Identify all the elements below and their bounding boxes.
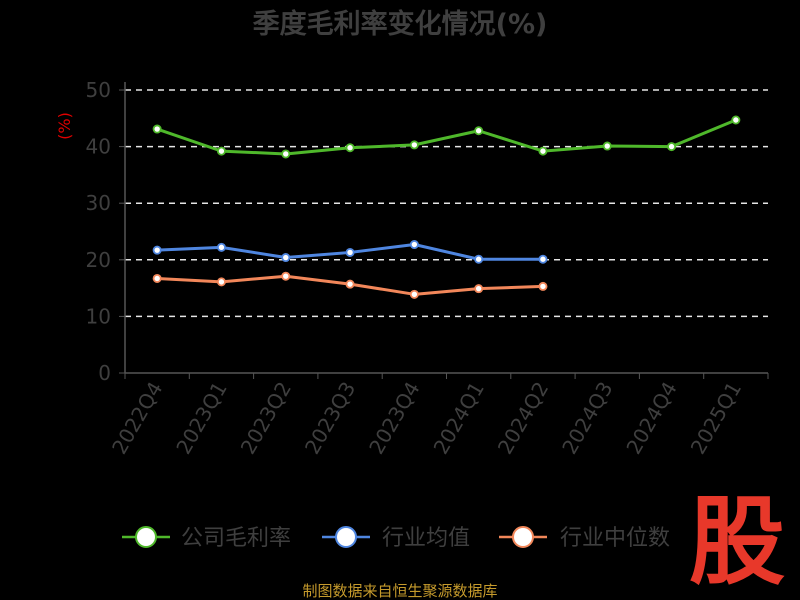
legend-marker bbox=[135, 526, 157, 548]
y-tick-labels: 0 10 20 30 40 50 bbox=[86, 78, 111, 385]
series-lines bbox=[152, 115, 741, 299]
legend: 公司毛利率 行业均值 行业中位数 bbox=[122, 526, 670, 551]
data-point bbox=[345, 143, 355, 153]
data-point bbox=[538, 146, 548, 156]
y-tick-label: 20 bbox=[86, 248, 111, 272]
data-point bbox=[474, 284, 484, 294]
x-tick-label: 2024Q4 bbox=[621, 378, 681, 459]
data-point bbox=[345, 279, 355, 289]
data-point bbox=[409, 140, 419, 150]
data-point bbox=[409, 240, 419, 250]
data-point bbox=[152, 124, 162, 134]
data-point bbox=[216, 146, 226, 156]
y-axis-unit: (%) bbox=[55, 112, 74, 140]
axes bbox=[119, 82, 769, 379]
x-tick-label: 2024Q2 bbox=[493, 378, 553, 459]
x-tick-labels: 2022Q4 2023Q1 2023Q2 2023Q3 2023Q4 2024Q1 2024… bbox=[107, 378, 746, 459]
data-point bbox=[281, 149, 291, 159]
x-tick-label: 2023Q3 bbox=[300, 378, 360, 459]
chart-title: 季度毛利率变化情况(%) bbox=[253, 8, 548, 40]
legend-label: 行业中位数 bbox=[560, 526, 670, 551]
y-tick-label: 40 bbox=[86, 135, 111, 159]
data-point bbox=[152, 245, 162, 255]
x-tick-label: 2025Q1 bbox=[686, 378, 746, 459]
grid-lines bbox=[125, 89, 768, 318]
data-point bbox=[409, 289, 419, 299]
data-point bbox=[538, 281, 548, 291]
data-point bbox=[474, 126, 484, 136]
data-point bbox=[216, 242, 226, 252]
brand-logo: 股 bbox=[689, 486, 785, 598]
y-tick-label: 10 bbox=[86, 304, 111, 328]
x-tick-label: 2024Q1 bbox=[429, 378, 489, 459]
data-point bbox=[538, 254, 548, 264]
data-point bbox=[216, 277, 226, 287]
legend-marker bbox=[512, 526, 534, 548]
data-point bbox=[281, 271, 291, 281]
data-point bbox=[345, 247, 355, 257]
legend-marker bbox=[335, 526, 357, 548]
series-line-0 bbox=[156, 118, 737, 156]
x-tick-label: 2023Q1 bbox=[171, 378, 231, 459]
data-point bbox=[152, 273, 162, 283]
y-tick-label: 0 bbox=[98, 361, 111, 385]
legend-label: 行业均值 bbox=[382, 526, 470, 551]
data-point bbox=[602, 141, 612, 151]
x-tick-label: 2024Q3 bbox=[557, 378, 617, 459]
data-point bbox=[281, 253, 291, 263]
x-tick-label: 2022Q4 bbox=[107, 378, 167, 459]
data-point bbox=[667, 142, 677, 152]
y-tick-label: 30 bbox=[86, 191, 111, 215]
data-source-note: 制图数据来自恒生聚源数据库 bbox=[302, 582, 497, 600]
data-point bbox=[474, 254, 484, 264]
x-tick-label: 2023Q4 bbox=[364, 378, 424, 459]
legend-label: 公司毛利率 bbox=[181, 526, 291, 551]
x-tick-label: 2023Q2 bbox=[236, 378, 296, 459]
data-point bbox=[731, 115, 741, 125]
y-tick-label: 50 bbox=[86, 78, 111, 102]
